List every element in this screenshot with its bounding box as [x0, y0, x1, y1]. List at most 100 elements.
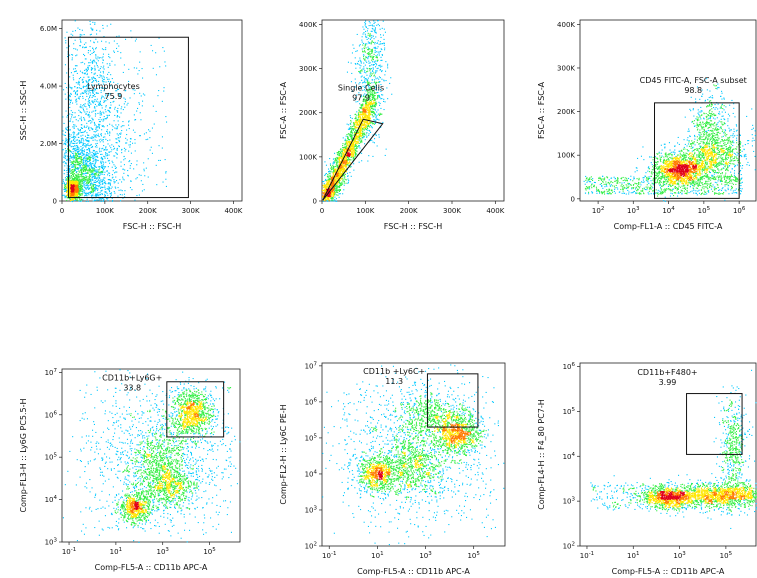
event-dot — [365, 129, 367, 131]
event-dot — [80, 188, 82, 190]
event-dot — [335, 169, 337, 171]
event-dot — [110, 147, 112, 149]
event-dot — [349, 172, 351, 174]
event-dot — [69, 176, 71, 178]
event-dot — [100, 76, 102, 78]
event-dot — [80, 181, 82, 183]
event-dot — [121, 149, 123, 151]
event-dot — [117, 182, 119, 184]
event-dot — [117, 88, 119, 90]
event-dot — [339, 181, 341, 183]
event-dot — [80, 189, 82, 191]
event-dot — [66, 129, 68, 131]
event-dot — [62, 182, 64, 184]
event-dot — [139, 135, 141, 137]
event-dot — [68, 193, 70, 195]
event-dot — [75, 82, 77, 84]
event-dot — [73, 192, 75, 194]
event-dot — [84, 143, 86, 145]
event-dot — [346, 153, 348, 155]
event-dot — [336, 185, 338, 187]
event-dot — [353, 140, 355, 142]
event-dot — [108, 151, 110, 153]
event-dot — [102, 24, 104, 26]
event-dot — [84, 149, 86, 151]
event-dot — [117, 110, 119, 112]
event-dot — [361, 120, 363, 122]
event-dot — [113, 180, 115, 182]
event-dot — [342, 169, 344, 171]
event-dot — [80, 172, 82, 174]
event-dot — [95, 185, 97, 187]
event-dot — [348, 152, 350, 154]
event-dot — [336, 175, 338, 177]
event-dot — [329, 196, 331, 198]
event-dot — [78, 147, 80, 149]
event-dot — [369, 113, 371, 115]
event-dot — [159, 159, 161, 161]
event-dot — [361, 128, 363, 130]
event-dot — [357, 132, 359, 134]
event-dot — [75, 149, 77, 151]
event-dot — [76, 194, 78, 196]
event-dot — [90, 165, 92, 167]
event-dot — [86, 85, 88, 87]
event-dot — [339, 189, 341, 191]
event-dot — [98, 139, 100, 141]
event-dot — [92, 67, 94, 69]
event-dot — [109, 111, 111, 113]
event-dot — [85, 163, 87, 165]
event-dot — [329, 188, 331, 190]
event-dot — [73, 148, 75, 150]
event-dot — [72, 126, 74, 128]
event-dot — [82, 188, 84, 190]
event-dot — [82, 171, 84, 173]
event-dot — [78, 161, 80, 163]
event-dot — [82, 182, 84, 184]
event-dot — [363, 136, 365, 138]
event-dot — [75, 171, 77, 173]
event-dot — [330, 176, 332, 178]
event-dot — [128, 161, 130, 163]
event-dot — [87, 158, 89, 160]
event-dot — [88, 79, 90, 81]
event-dot — [73, 170, 75, 172]
event-dot — [86, 88, 88, 90]
event-dot — [339, 179, 341, 181]
gate-rect[interactable] — [67, 36, 189, 199]
event-dot — [96, 92, 98, 94]
event-dot — [324, 192, 326, 194]
event-dot — [77, 186, 79, 188]
event-dot — [123, 193, 125, 195]
event-dot — [101, 140, 103, 142]
event-dot — [350, 153, 352, 155]
event-dot — [109, 184, 111, 186]
event-dot — [115, 171, 117, 173]
event-dot — [91, 171, 93, 173]
event-dot — [364, 139, 366, 141]
event-dot — [91, 77, 93, 79]
event-dot — [340, 164, 342, 166]
event-dot — [92, 92, 94, 94]
event-dot — [82, 142, 84, 144]
event-dot — [357, 120, 359, 122]
event-dot — [69, 102, 71, 104]
event-dot — [74, 147, 76, 149]
event-dot — [79, 164, 81, 166]
event-dot — [63, 156, 65, 158]
event-dot — [345, 145, 347, 147]
event-dot — [129, 167, 131, 169]
event-dot — [66, 167, 68, 169]
event-dot — [323, 181, 325, 183]
event-dot — [95, 55, 97, 57]
event-dot — [74, 188, 76, 190]
event-dot — [86, 152, 88, 154]
event-dot — [71, 116, 73, 118]
event-dot — [89, 115, 91, 117]
event-dot — [74, 150, 76, 152]
event-dot — [67, 186, 69, 188]
event-dot — [115, 167, 117, 169]
event-dot — [140, 119, 142, 121]
event-dot — [71, 156, 73, 158]
event-dot — [79, 155, 81, 157]
